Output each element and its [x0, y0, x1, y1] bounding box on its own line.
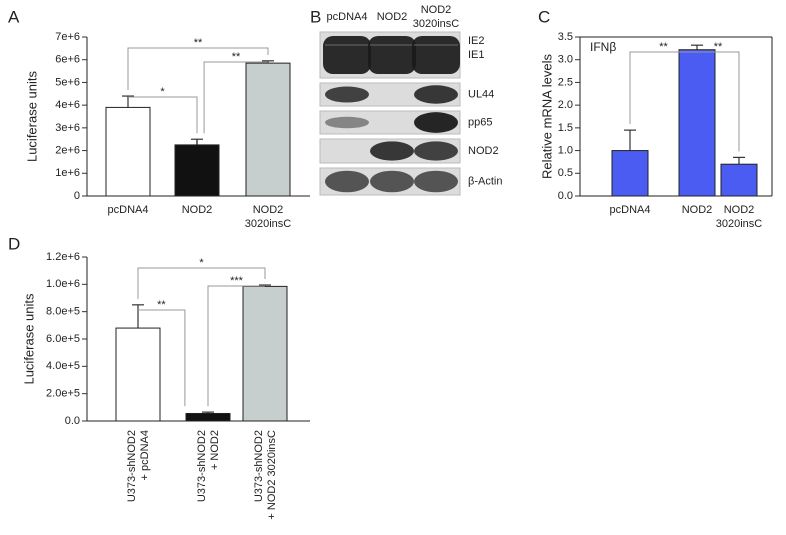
x-tick-label: pcDNA4	[610, 204, 651, 216]
bar	[720, 163, 758, 197]
blot-band	[368, 36, 416, 74]
y-tick-label: 0.0	[65, 415, 80, 427]
bar	[174, 144, 220, 197]
y-axis-label: Luciferase units	[24, 70, 39, 162]
significance-label: **	[232, 51, 241, 63]
panel-label: B	[310, 7, 321, 26]
y-axis-label: Luciferase units	[21, 293, 36, 385]
significance-bracket	[629, 51, 697, 125]
blot-band	[370, 141, 414, 161]
x-tick-label: U373-shNOD2+ NOD2	[196, 430, 221, 502]
bar	[678, 49, 716, 197]
x-tick-label: NOD2	[682, 204, 713, 216]
y-tick-label: 1.0e+6	[46, 278, 80, 290]
y-tick-label: 4e+6	[55, 99, 80, 111]
significance-bracket	[203, 61, 268, 134]
y-tick-label: 1e+6	[55, 167, 80, 179]
y-tick-label: 3e+6	[55, 122, 80, 134]
blot-band	[414, 141, 458, 161]
blot-band	[325, 170, 369, 193]
bar	[185, 412, 231, 422]
y-tick-label: 6.0e+5	[46, 333, 80, 345]
significance-bracket	[127, 47, 269, 91]
blot-band	[414, 85, 458, 104]
blot-band	[412, 36, 460, 74]
significance-bracket	[128, 96, 198, 134]
x-tick-label: NOD2	[182, 204, 213, 216]
panel-label: D	[8, 234, 20, 253]
x-tick-label: NOD2 3020insC	[716, 204, 763, 230]
blot-band	[414, 170, 458, 193]
significance-bracket	[697, 51, 740, 152]
y-tick-label: 0	[74, 190, 80, 202]
blot-row-label: pp65	[468, 116, 492, 128]
blot-row-label: IE2 IE1	[468, 35, 485, 61]
bar	[242, 285, 288, 422]
significance-label: *	[160, 86, 165, 98]
y-tick-label: 1.2e+6	[46, 251, 80, 263]
bar	[611, 150, 649, 197]
y-tick-label: 2e+6	[55, 144, 80, 156]
significance-label: **	[659, 41, 668, 53]
y-tick-label: 3.5	[558, 31, 573, 43]
significance-bracket	[138, 309, 186, 407]
bar	[115, 327, 161, 422]
significance-label: **	[714, 41, 723, 53]
y-tick-label: 1.5	[558, 122, 573, 134]
y-tick-label: 8.0e+5	[46, 306, 80, 318]
y-tick-label: 6e+6	[55, 54, 80, 66]
significance-label: ***	[230, 275, 244, 287]
significance-bracket	[207, 285, 265, 407]
blot-row-label: UL44	[468, 88, 494, 100]
y-tick-label: 1.0	[558, 144, 573, 156]
panel-label: C	[538, 7, 550, 26]
blot-band	[323, 36, 371, 74]
x-tick-label: U373-shNOD2+ pcDNA4	[126, 430, 151, 502]
y-axis-label: Relative mRNA levels	[539, 54, 554, 179]
lane-label: pcDNA4	[327, 11, 368, 23]
blot-row-label: NOD2	[468, 145, 499, 157]
y-tick-label: 4.0e+5	[46, 360, 80, 372]
x-tick-label: NOD2 3020insC	[245, 204, 292, 230]
lane-label: NOD2 3020insC	[413, 4, 460, 30]
y-tick-label: 0.0	[558, 190, 573, 202]
significance-bracket	[137, 267, 266, 299]
chart-label: IFNβ	[590, 40, 616, 54]
y-tick-label: 2.0e+5	[46, 388, 80, 400]
significance-label: *	[199, 257, 204, 269]
y-tick-label: 0.5	[558, 167, 573, 179]
significance-label: **	[194, 37, 203, 49]
y-tick-label: 2.5	[558, 76, 573, 88]
panel-label: A	[8, 7, 20, 26]
lane-label: NOD2	[377, 11, 408, 23]
y-tick-label: 2.0	[558, 99, 573, 111]
blot-band	[370, 170, 414, 193]
blot-band	[414, 112, 458, 133]
blot-row-label: β-Actin	[468, 175, 502, 187]
blot-band	[325, 116, 369, 129]
significance-label: **	[157, 299, 166, 311]
y-tick-label: 5e+6	[55, 76, 80, 88]
x-tick-label: U373-shNOD2+ NOD2 3020insC	[253, 430, 278, 520]
blot-band	[325, 86, 369, 103]
y-tick-label: 7e+6	[55, 31, 80, 43]
bar	[105, 106, 151, 197]
x-tick-label: pcDNA4	[108, 204, 149, 216]
bar	[245, 62, 291, 197]
y-tick-label: 3.0	[558, 54, 573, 66]
